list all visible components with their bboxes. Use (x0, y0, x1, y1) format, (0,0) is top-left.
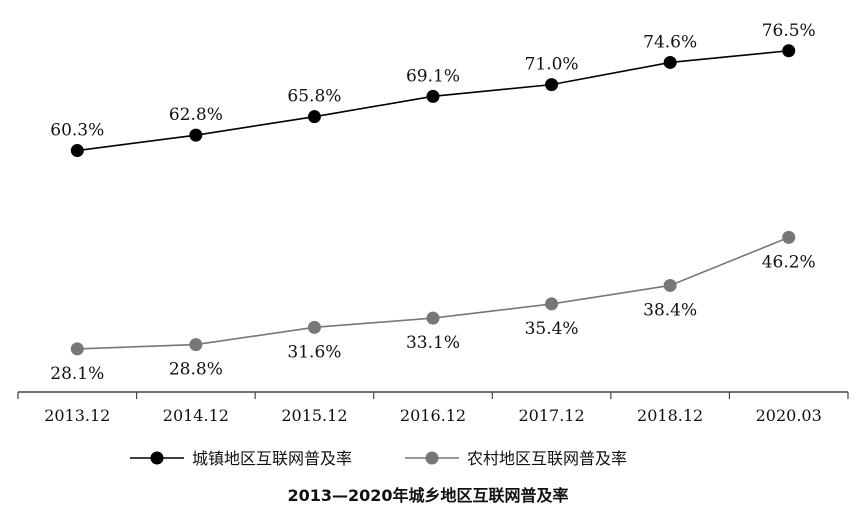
data-point (782, 230, 796, 244)
data-point (545, 297, 559, 311)
data-point (70, 144, 84, 158)
series-layer: 60.3% 62.8% 65.8% 69.1% 71.0% 74.6% 76.5% 28.1%… (50, 21, 815, 384)
data-label: 60.3% (50, 121, 104, 141)
legend-marker-urban (150, 451, 164, 465)
x-tick-label: 2016.12 (400, 406, 466, 425)
x-axis: 2013.12 2014.12 2015.12 2016.12 2017.12 2018.… (17, 391, 849, 425)
data-label: 35.4% (525, 319, 579, 339)
legend-label-urban: 城镇地区互联网普及率 (192, 449, 352, 468)
x-tick-label: 2018.12 (637, 406, 703, 425)
legend-label-rural: 农村地区互联网普及率 (467, 449, 627, 468)
data-label: 38.4% (643, 300, 697, 320)
data-point (426, 89, 440, 103)
data-point (663, 278, 677, 292)
data-point (545, 78, 559, 92)
series-urban: 60.3% 62.8% 65.8% 69.1% 71.0% 74.6% 76.5% (50, 21, 816, 158)
data-label: 76.5% (762, 21, 816, 41)
data-point (70, 342, 84, 356)
data-label: 69.1% (406, 66, 460, 86)
data-point (663, 55, 677, 69)
x-tick-label: 2020.03 (756, 406, 822, 425)
data-point (189, 128, 203, 142)
x-tick-label: 2017.12 (518, 406, 584, 425)
legend-item-rural: 农村地区互联网普及率 (405, 449, 627, 468)
legend-marker-rural (425, 451, 439, 465)
x-tick-label: 2015.12 (281, 406, 347, 425)
data-point (189, 338, 203, 352)
chart-title: 2013—2020年城乡地区互联网普及率 (287, 486, 568, 505)
data-point (307, 110, 321, 124)
legend-item-urban: 城镇地区互联网普及率 (130, 449, 352, 468)
data-label: 74.6% (643, 32, 697, 52)
data-label: 33.1% (406, 333, 460, 353)
legend: 城镇地区互联网普及率 农村地区互联网普及率 (130, 449, 627, 468)
data-label: 62.8% (169, 105, 223, 125)
data-point (426, 311, 440, 325)
series-rural: 28.1% 28.8% 31.6% 33.1% 35.4% 38.4% 46.2% (50, 230, 816, 384)
data-label: 71.0% (525, 55, 579, 75)
x-tick-label: 2013.12 (44, 406, 110, 425)
data-label: 28.1% (50, 364, 104, 384)
data-label: 28.8% (169, 360, 223, 380)
data-point (782, 44, 796, 58)
data-label: 46.2% (762, 252, 816, 272)
data-point (307, 320, 321, 334)
data-label: 31.6% (287, 342, 341, 362)
data-label: 65.8% (287, 87, 341, 107)
x-tick-label: 2014.12 (163, 406, 229, 425)
